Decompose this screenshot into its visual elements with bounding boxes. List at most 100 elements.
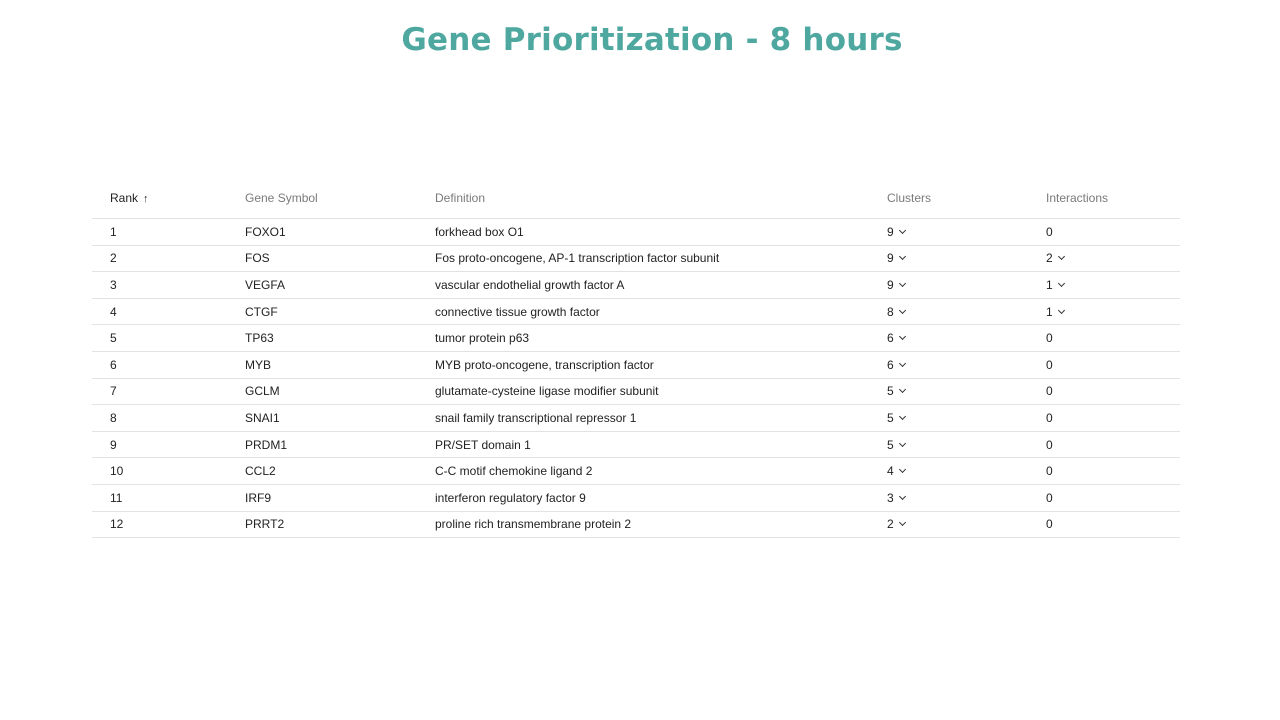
- definition-value: Fos proto-oncogene, AP-1 transcription f…: [435, 251, 720, 266]
- gene-symbol-cell: GCLM: [227, 378, 417, 406]
- chevron-down-icon[interactable]: [1057, 279, 1065, 288]
- chevron-down-icon[interactable]: [898, 519, 906, 527]
- rank-value: 4: [110, 304, 117, 319]
- rank-cell: 2: [92, 245, 227, 273]
- interactions-expand-toggle: 0: [1046, 358, 1053, 372]
- clusters-expand-toggle[interactable]: 3: [887, 491, 906, 505]
- interactions-cell: 0: [1028, 404, 1180, 432]
- rank-value: 9: [110, 437, 117, 452]
- chevron-down-icon[interactable]: [898, 333, 906, 341]
- table-row: 7 GCLM glutamate-cysteine ligase modifie…: [92, 378, 1180, 406]
- gene-symbol-cell: SNAI1: [227, 404, 417, 432]
- definition-cell: snail family transcriptional repressor 1: [417, 404, 869, 432]
- chevron-down-icon[interactable]: [898, 412, 906, 420]
- clusters-value: 6: [887, 331, 894, 346]
- rank-cell: 12: [92, 511, 227, 539]
- chevron-down-icon[interactable]: [898, 253, 906, 261]
- clusters-expand-toggle[interactable]: 2: [887, 517, 906, 532]
- chevron-down-icon[interactable]: [898, 226, 906, 234]
- clusters-expand-toggle[interactable]: 6: [887, 358, 906, 372]
- chevron-down-icon[interactable]: [898, 359, 906, 367]
- chevron-down-icon[interactable]: [898, 439, 906, 447]
- chevron-down-icon[interactable]: [1057, 306, 1065, 314]
- table-row: 4 CTGF connective tissue growth factor 8…: [92, 298, 1180, 326]
- table-row: 2 FOS Fos proto-oncogene, AP-1 transcrip…: [92, 245, 1180, 273]
- clusters-cell: 8: [869, 298, 1028, 326]
- clusters-expand-toggle[interactable]: 9: [887, 278, 906, 292]
- interactions-value: 0: [1046, 384, 1053, 399]
- interactions-value: 2: [1046, 251, 1053, 266]
- definition-value: C-C motif chemokine ligand 2: [435, 464, 593, 479]
- arrow-up-icon[interactable]: ↑: [143, 193, 149, 205]
- chevron-down-icon[interactable]: [898, 279, 906, 288]
- gene-symbol-cell: MYB: [227, 351, 417, 379]
- chevron-down-icon[interactable]: [898, 492, 906, 500]
- definition-value: vascular endothelial growth factor A: [435, 277, 625, 292]
- gene-symbol-cell: FOXO1: [227, 218, 417, 246]
- definition-value: snail family transcriptional repressor 1: [435, 410, 637, 425]
- definition-cell: PR/SET domain 1: [417, 431, 869, 459]
- column-header-label: Rank: [110, 191, 139, 205]
- gene-symbol-value: CTGF: [245, 304, 278, 319]
- chevron-down-icon[interactable]: [1057, 253, 1065, 261]
- clusters-cell: 6: [869, 324, 1028, 352]
- interactions-expand-toggle[interactable]: 2: [1046, 251, 1065, 266]
- clusters-cell: 4: [869, 457, 1028, 485]
- interactions-expand-toggle[interactable]: 1: [1046, 277, 1065, 292]
- interactions-expand-toggle: 0: [1046, 331, 1053, 345]
- clusters-cell: 9: [869, 271, 1028, 299]
- column-header-clusters[interactable]: Clusters: [869, 178, 1028, 219]
- definition-value: glutamate-cysteine ligase modifier subun…: [435, 384, 659, 399]
- clusters-expand-toggle[interactable]: 6: [887, 331, 906, 346]
- interactions-cell: 0: [1028, 431, 1180, 459]
- column-header-label: Interactions: [1046, 191, 1109, 205]
- gene-symbol-value: FOS: [245, 251, 270, 266]
- clusters-expand-toggle[interactable]: 5: [887, 384, 906, 398]
- column-header-gene-symbol[interactable]: Gene Symbol: [227, 178, 417, 219]
- gene-symbol-value: MYB: [245, 357, 272, 372]
- rank-cell: 3: [92, 271, 227, 299]
- rank-cell: 5: [92, 324, 227, 352]
- clusters-value: 2: [887, 517, 894, 532]
- clusters-expand-toggle[interactable]: 9: [887, 251, 906, 266]
- rank-cell: 8: [92, 404, 227, 432]
- gene-symbol-cell: CCL2: [227, 457, 417, 485]
- clusters-expand-toggle[interactable]: 8: [887, 304, 906, 319]
- gene-table: Rank ↑ Gene Symbol Definition Clusters In…: [92, 178, 1180, 539]
- interactions-value: 0: [1046, 517, 1053, 532]
- definition-value: interferon regulatory factor 9: [435, 490, 586, 505]
- chevron-down-icon[interactable]: [898, 386, 906, 394]
- column-header-definition[interactable]: Definition: [417, 178, 869, 219]
- clusters-expand-toggle[interactable]: 9: [887, 225, 906, 239]
- table-row: 8 SNAI1 snail family transcriptional rep…: [92, 404, 1180, 432]
- clusters-expand-toggle[interactable]: 5: [887, 411, 906, 425]
- clusters-value: 4: [887, 464, 894, 479]
- chevron-down-icon[interactable]: [898, 466, 906, 474]
- interactions-cell: 1: [1028, 271, 1180, 299]
- clusters-cell: 9: [869, 245, 1028, 273]
- interactions-value: 1: [1046, 277, 1053, 292]
- definition-value: connective tissue growth factor: [435, 304, 600, 319]
- interactions-expand-toggle: 0: [1046, 411, 1053, 425]
- interactions-expand-toggle[interactable]: 1: [1046, 305, 1065, 319]
- clusters-expand-toggle[interactable]: 4: [887, 464, 906, 479]
- clusters-value: 8: [887, 304, 894, 319]
- interactions-expand-toggle: 0: [1046, 225, 1053, 239]
- table-row: 12 PRRT2 proline rich transmembrane prot…: [92, 511, 1180, 539]
- gene-symbol-cell: CTGF: [227, 298, 417, 326]
- definition-cell: Fos proto-oncogene, AP-1 transcription f…: [417, 245, 869, 273]
- gene-table-container: Rank ↑ Gene Symbol Definition Clusters In…: [92, 178, 1180, 539]
- clusters-cell: 3: [869, 484, 1028, 512]
- column-header-rank[interactable]: Rank ↑: [92, 178, 227, 219]
- rank-cell: 1: [92, 218, 227, 246]
- gene-symbol-value: VEGFA: [245, 277, 286, 292]
- table-row: 3 VEGFA vascular endothelial growth fact…: [92, 271, 1180, 299]
- clusters-value: 9: [887, 251, 894, 266]
- clusters-cell: 5: [869, 431, 1028, 459]
- rank-value: 1: [110, 224, 117, 239]
- table-row: 9 PRDM1 PR/SET domain 1 5 0: [92, 431, 1180, 459]
- chevron-down-icon[interactable]: [898, 306, 906, 314]
- column-header-interactions[interactable]: Interactions: [1028, 178, 1180, 219]
- interactions-expand-toggle: 0: [1046, 464, 1053, 478]
- clusters-expand-toggle[interactable]: 5: [887, 438, 906, 452]
